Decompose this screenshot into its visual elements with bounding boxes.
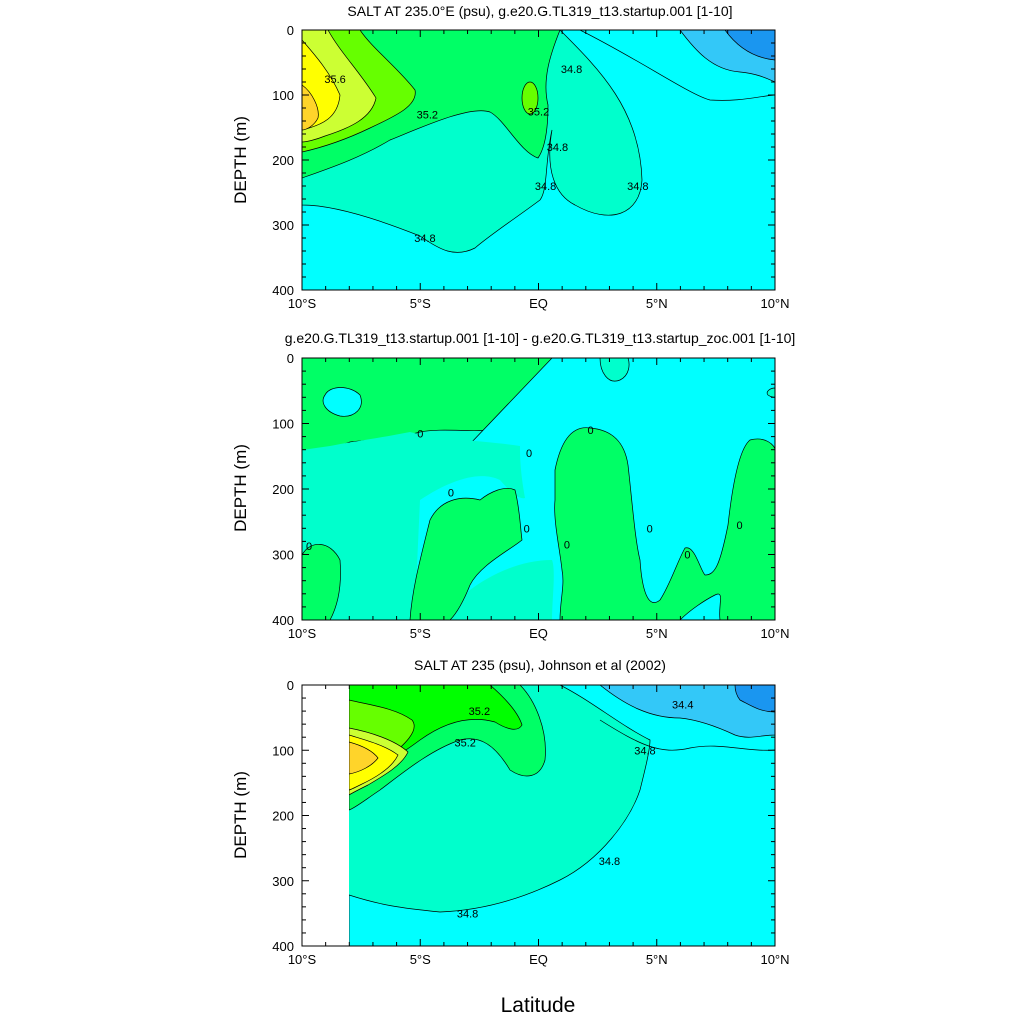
x-tick-label: 5°S [410, 952, 431, 967]
y-tick-label: 100 [272, 417, 294, 432]
x-tick-label: 5°N [646, 952, 668, 967]
y-axis-label: DEPTH (m) [231, 444, 250, 532]
contour-label: 35.2 [417, 110, 438, 122]
contour-line [579, 30, 775, 101]
contour-label: 0 [684, 550, 690, 562]
fill-region [599, 685, 775, 738]
contour-labels: 0 0 0 0 0 0 0 0 0 0 [306, 425, 743, 562]
fill-region [409, 487, 523, 620]
fill-region [302, 84, 319, 131]
x-tick-label: 10°N [760, 952, 789, 967]
axis-ticks: 10°S 5°S EQ 5°N 10°N 0 100 200 300 400 [272, 23, 789, 311]
contour-line [599, 719, 775, 751]
fill-region [734, 685, 775, 713]
axis-ticks: 10°S 5°S EQ 5°N 10°N 0 100 200 300 400 [272, 678, 789, 967]
contour-label: 0 [524, 523, 530, 535]
y-tick-label: 100 [272, 88, 294, 103]
contour-label: 0 [647, 523, 653, 535]
fill-region [322, 387, 362, 417]
y-axis-label: DEPTH (m) [231, 771, 250, 859]
contour-label: 35.2 [454, 737, 475, 749]
axis-ticks: 10°S 5°S EQ 5°N 10°N 0 100 200 300 400 [272, 351, 789, 641]
x-tick-label: EQ [529, 952, 548, 967]
contour-labels: 35.6 35.2 35.2 34.8 34.8 34.8 34.8 34.8 [324, 64, 648, 245]
x-tick-label: 10°N [760, 626, 789, 641]
y-tick-label: 300 [272, 218, 294, 233]
contour-label: 34.8 [547, 142, 568, 154]
x-axis-label: Latitude [501, 994, 576, 1017]
y-tick-label: 100 [272, 743, 294, 758]
y-tick-label: 0 [287, 23, 294, 38]
contour-label: 35.2 [469, 706, 490, 718]
contour-label: 34.4 [672, 700, 693, 712]
x-tick-label: EQ [529, 296, 548, 311]
y-tick-label: 200 [272, 153, 294, 168]
contour-fill [302, 30, 775, 290]
contour-label: 0 [587, 425, 593, 437]
contour-label: 34.8 [457, 908, 478, 920]
y-tick-label: 400 [272, 939, 294, 954]
fill-region [302, 432, 554, 620]
contour-label: 35.6 [324, 74, 345, 86]
y-tick-label: 300 [272, 874, 294, 889]
panel-observed-salinity: SALT AT 235 (psu), Johnson et al (2002) … [231, 657, 790, 967]
fill-region [724, 30, 775, 61]
panel-difference: g.e20.G.TL319_t13.startup.001 [1-10] - g… [231, 330, 795, 641]
contour-label: 34.8 [627, 181, 648, 193]
y-tick-label: 200 [272, 809, 294, 824]
contour-label: 34.8 [634, 745, 655, 757]
contour-labels: 35.2 35.2 34.4 34.8 34.8 34.8 [454, 700, 693, 921]
contour-label: 0 [564, 540, 570, 552]
x-tick-label: 10°N [760, 296, 789, 311]
fill-region [349, 741, 379, 775]
x-tick-label: 5°N [646, 626, 668, 641]
y-tick-label: 200 [272, 482, 294, 497]
y-tick-label: 300 [272, 548, 294, 563]
y-tick-label: 0 [287, 351, 294, 366]
contour-label: 35.2 [528, 106, 549, 118]
fill-region [521, 81, 539, 115]
contour-label: 0 [526, 448, 532, 460]
x-tick-label: 10°S [288, 626, 317, 641]
panel-title: SALT AT 235 (psu), Johnson et al (2002) [414, 657, 666, 673]
y-axis-label: DEPTH (m) [231, 116, 250, 204]
x-tick-label: 10°S [288, 296, 317, 311]
y-tick-label: 400 [272, 283, 294, 298]
contour-label: 34.8 [561, 64, 582, 76]
contour-fill [302, 358, 775, 620]
y-tick-label: 400 [272, 613, 294, 628]
contour-label: 34.8 [599, 856, 620, 868]
fill-region [302, 544, 341, 620]
x-tick-label: EQ [529, 626, 548, 641]
contour-label: 0 [417, 428, 423, 440]
contour-label: 34.8 [414, 233, 435, 245]
contour-label: 0 [448, 487, 454, 499]
y-tick-label: 0 [287, 678, 294, 693]
contour-label: 0 [736, 520, 742, 532]
x-tick-label: 5°S [410, 296, 431, 311]
contour-label: 0 [306, 541, 312, 553]
x-tick-label: 10°S [288, 952, 317, 967]
x-tick-label: 5°S [410, 626, 431, 641]
panel-title: SALT AT 235.0°E (psu), g.e20.G.TL319_t13… [347, 3, 732, 19]
panel-model-salinity: SALT AT 235.0°E (psu), g.e20.G.TL319_t13… [231, 3, 790, 311]
panel-title: g.e20.G.TL319_t13.startup.001 [1-10] - g… [285, 330, 796, 346]
x-tick-label: 5°N [646, 296, 668, 311]
contour-fill [349, 685, 775, 946]
contour-label: 34.8 [535, 181, 556, 193]
